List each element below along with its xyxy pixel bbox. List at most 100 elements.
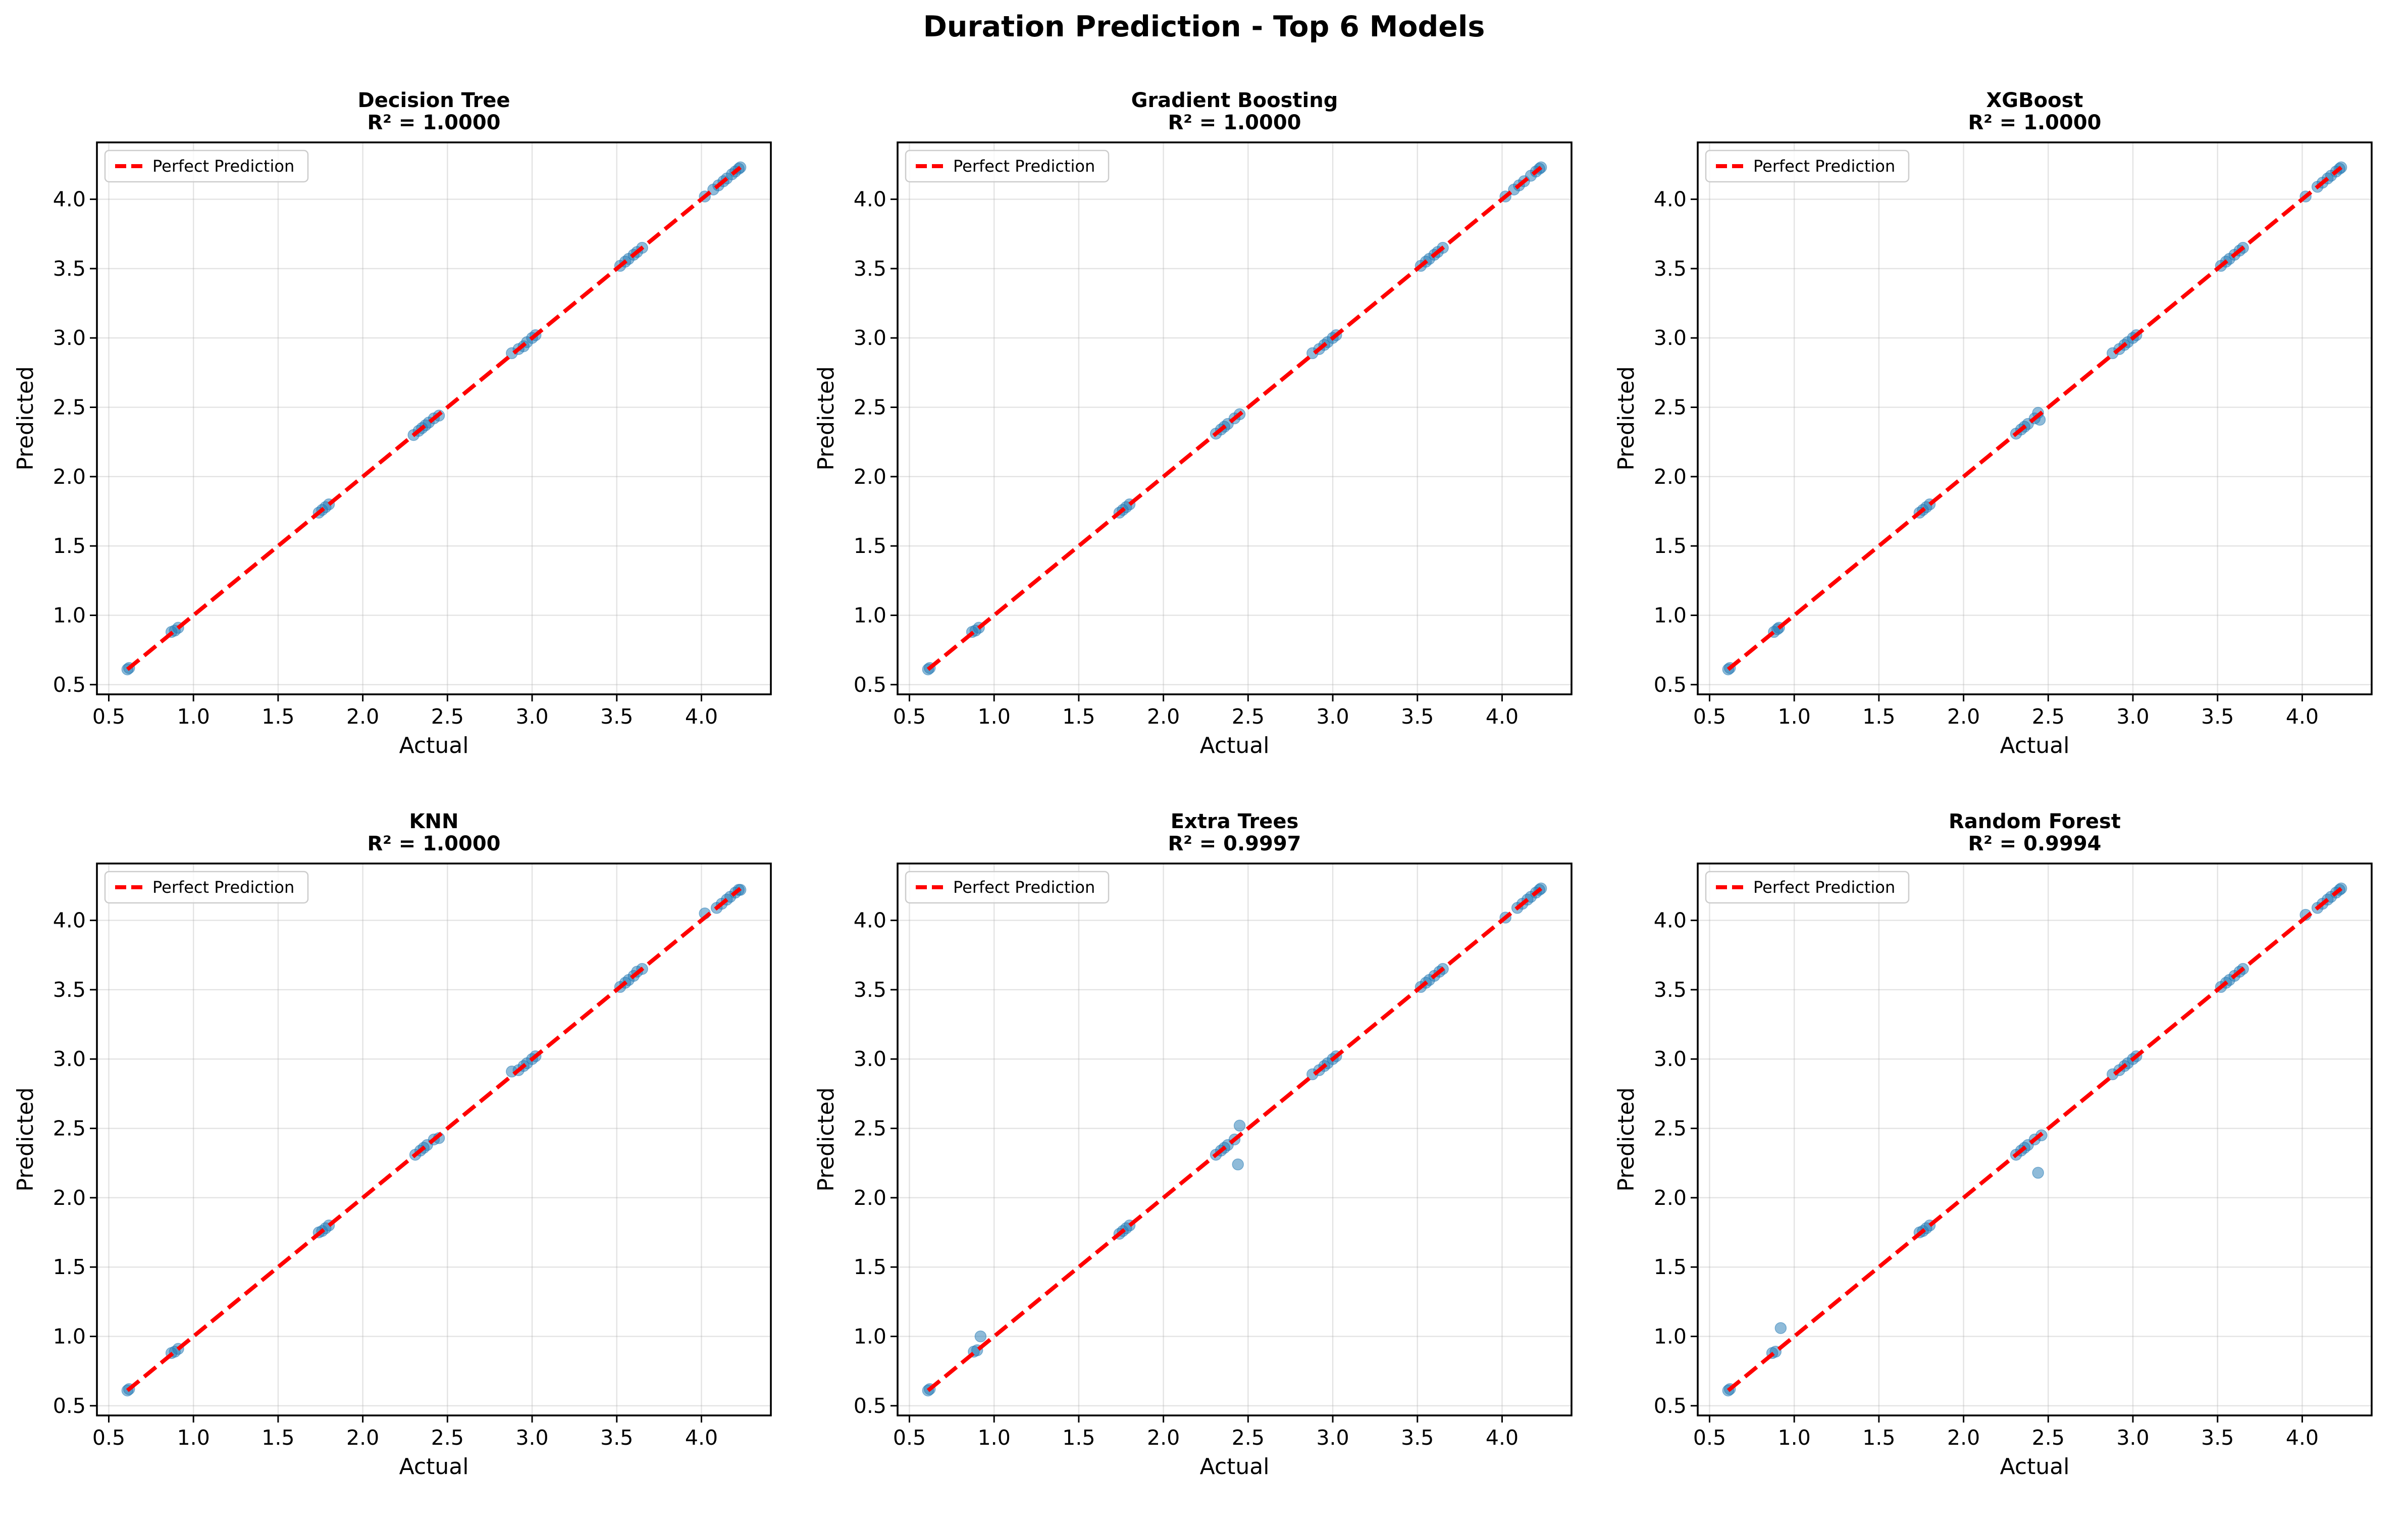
legend-box [104,871,309,904]
panel-title: Decision Tree [357,89,510,112]
y-tick-label: 0.5 [53,673,86,697]
x-tick-label: 2.0 [1147,704,1180,729]
y-tick-label: 1.0 [1654,603,1687,627]
x-tick-label: 3.0 [515,704,548,729]
y-tick-label: 1.0 [53,1324,86,1348]
y-tick-label: 0.5 [854,673,886,697]
x-tick-label: 3.5 [1401,704,1434,729]
y-tick-label: 1.0 [854,1324,886,1348]
x-tick-label: 1.5 [261,704,294,729]
x-tick-label: 1.0 [1778,1426,1811,1450]
y-tick-label: 1.5 [854,1255,886,1279]
y-tick-label: 1.5 [1654,1255,1687,1279]
y-tick-label: 2.5 [1654,395,1687,420]
y-tick-label: 1.5 [53,1255,86,1279]
x-tick-label: 2.5 [2032,704,2065,729]
x-tick-label: 3.5 [2201,1426,2234,1450]
legend: Perfect Prediction [1705,871,1910,904]
legend-label: Perfect Prediction [953,878,1095,897]
x-tick-label: 3.0 [2116,704,2149,729]
y-tick-label: 3.0 [854,326,886,350]
x-tick-label: 4.0 [1486,1426,1519,1450]
legend: Perfect Prediction [905,871,1110,904]
y-tick-label: 0.5 [854,1394,886,1418]
x-tick-label: 3.5 [1401,1426,1434,1450]
legend: Perfect Prediction [1705,149,1910,183]
legend-label: Perfect Prediction [152,157,294,176]
x-tick-label: 0.5 [893,704,926,729]
y-axis-label: Predicted [13,1087,38,1192]
y-tick-label: 2.5 [53,1117,86,1141]
perfect-prediction-line [126,887,742,1392]
legend-box [905,871,1110,904]
y-tick-label: 2.5 [854,1117,886,1141]
y-tick-label: 2.0 [854,465,886,489]
legend: Perfect Prediction [104,871,309,904]
plot-frame [96,863,772,1416]
x-tick-label: 2.0 [1947,1426,1980,1450]
x-tick-label: 4.0 [2286,704,2319,729]
y-tick-label: 2.5 [1654,1117,1687,1141]
figure-title: Duration Prediction - Top 6 Models [923,10,1485,43]
perfect-prediction-line [126,166,742,671]
legend-box [104,149,309,183]
legend-label: Perfect Prediction [1753,878,1895,897]
panel-title: KNN [409,810,459,833]
perfect-prediction-line [926,887,1543,1392]
y-tick-label: 3.0 [53,1047,86,1071]
x-tick-label: 3.0 [1316,1426,1349,1450]
y-tick-label: 3.5 [854,978,886,1002]
y-tick-label: 0.5 [53,1394,86,1418]
y-tick-label: 3.5 [854,257,886,281]
x-axis-label: Actual [2000,1454,2070,1480]
x-axis-label: Actual [1200,1454,1270,1480]
panel-title: XGBoost [1986,89,2083,112]
x-tick-label: 2.5 [1232,1426,1265,1450]
x-tick-label: 0.5 [92,1426,125,1450]
y-tick-label: 4.0 [53,908,86,933]
legend-box [1705,871,1910,904]
x-axis-label: Actual [2000,733,2070,758]
x-tick-label: 2.0 [346,1426,379,1450]
y-tick-label: 4.0 [53,187,86,212]
panel-title: Gradient Boosting [1131,89,1338,112]
x-axis-label: Actual [1200,733,1270,758]
plot-frame [1697,863,2373,1416]
x-tick-label: 2.5 [2032,1426,2065,1450]
y-tick-label: 2.0 [1654,1186,1687,1210]
x-tick-label: 2.5 [431,1426,464,1450]
x-tick-label: 4.0 [685,704,718,729]
panel-title: Random Forest [1949,810,2121,833]
panel-subtitle: R² = 1.0000 [1168,111,1301,134]
x-tick-label: 2.0 [346,704,379,729]
y-tick-label: 1.5 [854,534,886,558]
y-tick-label: 2.0 [854,1186,886,1210]
data-point [1233,1120,1246,1132]
y-tick-label: 3.0 [1654,326,1687,350]
y-tick-label: 2.0 [53,1186,86,1210]
x-tick-label: 1.5 [261,1426,294,1450]
perfect-prediction-line [1726,887,2343,1392]
data-point [974,1330,987,1343]
legend-label: Perfect Prediction [1753,157,1895,176]
y-axis-label: Predicted [1613,366,1639,471]
x-tick-label: 1.0 [177,1426,210,1450]
y-axis-label: Predicted [1613,1087,1639,1192]
y-tick-label: 3.0 [53,326,86,350]
x-tick-label: 1.0 [978,704,1011,729]
x-axis-label: Actual [399,733,469,758]
panel-title: Extra Trees [1171,810,1299,833]
x-tick-label: 2.5 [431,704,464,729]
y-tick-label: 0.5 [1654,673,1687,697]
panels: Decision Tree R² = 1.0000 0.5 1.0 1.5 2.0 2.5 3… [13,89,2373,1480]
x-tick-label: 1.0 [978,1426,1011,1450]
y-tick-label: 3.5 [53,257,86,281]
y-tick-label: 0.5 [1654,1394,1687,1418]
y-tick-label: 2.5 [53,395,86,420]
x-tick-label: 2.0 [1147,1426,1180,1450]
plot-frame [96,141,772,695]
plot-frame [1697,141,2373,695]
y-tick-label: 1.0 [1654,1324,1687,1348]
